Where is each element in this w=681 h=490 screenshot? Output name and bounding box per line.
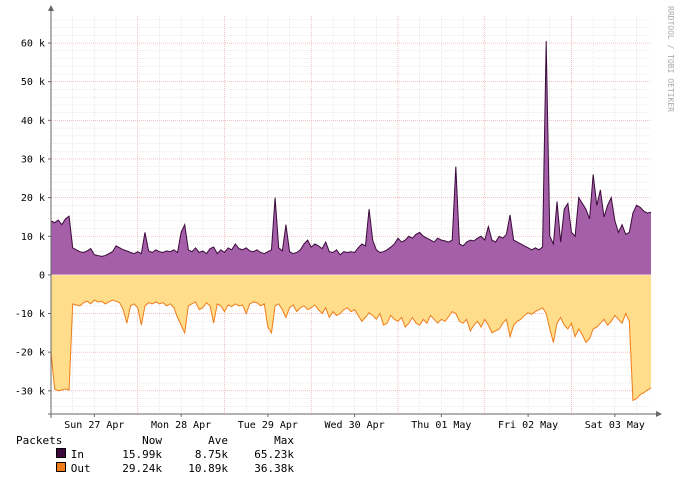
legend-swatch-in [55,448,66,458]
legend-label-cell: In [16,434,106,476]
series-in-line [50,41,652,257]
y-tick-label: 50 k [21,77,45,88]
legend-title: Packets [16,434,63,447]
legend-header: Packets Now Ave Max [16,434,294,448]
legend-col-max: Max [274,434,294,447]
legend: Packets Now Ave Max In 15.99k 8.75k 65.2… [16,434,294,476]
axes [48,5,662,418]
y-tick-label: 60 k [21,39,45,50]
y-tick-label: -10 k [15,309,45,320]
legend-now-in: 15.99k [122,448,162,461]
legend-max-in: 65.23k [254,448,294,461]
watermark-text: RRDTOOL / TOBI OETIKER [666,6,675,112]
x-tick-label: Tue 29 Apr [238,420,298,431]
series-out-area [51,274,651,401]
legend-ave-out: 10.89k [188,462,228,475]
legend-col-now: Now [142,434,162,447]
x-tick-label: Sat 03 May [585,420,645,431]
series-layer [50,41,652,402]
x-tick-label: Sun 27 Apr [64,420,124,431]
x-tick-label: Mon 28 Apr [151,420,211,431]
x-tick-label: Thu 01 May [411,420,471,431]
y-tick-label: 0 [39,270,45,281]
legend-label-out: Out [70,462,91,475]
x-tick-label: Fri 02 May [498,420,558,431]
y-tick-label: -20 k [15,348,45,359]
y-tick-label: 10 k [21,232,45,243]
series-in-area [51,41,651,275]
x-tick-label: Wed 30 Apr [325,420,385,431]
plot-background [51,16,651,414]
x-axis-arrow [656,411,662,417]
legend-max-out: 36.38k [254,462,294,475]
legend-swatch-out [55,462,66,472]
legend-label-in: In [70,448,84,461]
legend-now-out: 29.24k [122,462,162,475]
y-tick-label: 20 k [21,193,45,204]
legend-row-in: In 15.99k 8.75k 65.23k [16,448,294,462]
tick-labels: -30 k -20 k -10 k 0 10 k 20 k 30 k 40 k 50 k 60 k… [15,39,645,431]
legend-col-ave: Ave [208,434,228,447]
series-out-line [50,299,652,402]
legend-ave-in: 8.75k [194,448,228,461]
y-tick-label: -30 k [15,386,45,397]
y-tick-label: 40 k [21,116,45,127]
y-axis-arrow [48,5,54,11]
legend-row-out: Out 29.24k 10.89k 36.38k [16,462,294,476]
legend-label-cell: Out [16,448,106,490]
y-tick-label: 30 k [21,154,45,165]
